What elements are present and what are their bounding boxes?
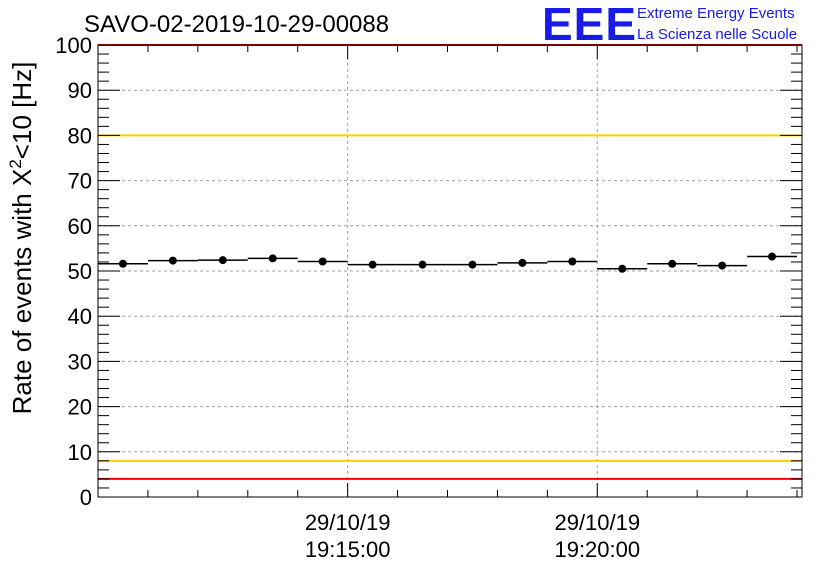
- data-point-marker: [318, 257, 327, 266]
- data-point: [597, 264, 648, 273]
- data-point-marker: [668, 259, 677, 268]
- eee-logo: EEE Extreme Energy Events La Scienza nel…: [542, 0, 797, 50]
- data-point-marker: [718, 261, 727, 270]
- data-point-marker: [518, 258, 527, 267]
- x-tick-label-date: 29/10/19: [554, 510, 640, 535]
- y-tick-label: 40: [68, 304, 92, 329]
- data-point: [747, 252, 798, 261]
- data-point: [347, 260, 398, 269]
- y-axis-title-superscript: 2: [6, 159, 25, 168]
- grid: [98, 45, 802, 497]
- y-tick-label: 30: [68, 349, 92, 374]
- x-tick-label-time: 19:20:00: [554, 537, 640, 562]
- y-tick-label: 20: [68, 395, 92, 420]
- data-point-marker: [218, 256, 227, 265]
- y-tick-label: 100: [55, 33, 92, 58]
- x-tick-label-date: 29/10/19: [305, 510, 391, 535]
- y-tick-label: 90: [68, 78, 92, 103]
- logo-mark: EEE: [542, 0, 637, 50]
- y-tick-label: 0: [80, 485, 92, 510]
- y-tick-label: 70: [68, 169, 92, 194]
- y-tick-label: 10: [68, 440, 92, 465]
- data-point-marker: [368, 260, 377, 269]
- plot-frame: [97, 44, 803, 498]
- reference-lines: [98, 44, 802, 480]
- y-tick-labels: 0 10 20 30 40 50 60 70 80 90 100: [55, 33, 92, 510]
- y-axis-title-prefix: Rate of events with X: [7, 169, 37, 415]
- data-point: [697, 261, 748, 270]
- data-point: [497, 258, 548, 267]
- data-point-marker: [418, 260, 427, 269]
- data-point-marker: [268, 254, 277, 263]
- axis-ticks: [98, 44, 802, 498]
- data-point: [447, 260, 498, 269]
- chart-title: SAVO-02-2019-10-29-00088: [84, 11, 389, 38]
- data-point-marker: [168, 256, 177, 265]
- data-point: [247, 254, 298, 263]
- y-axis-title-suffix: <10 [Hz]: [7, 62, 37, 160]
- data-point: [297, 257, 348, 266]
- data-point: [147, 256, 198, 265]
- data-point: [647, 259, 698, 268]
- data-series: [98, 252, 798, 273]
- data-point-marker: [618, 264, 627, 273]
- data-point: [98, 259, 148, 268]
- y-tick-label: 60: [68, 214, 92, 239]
- data-point-marker: [568, 257, 577, 266]
- y-axis-title: Rate of events with X2<10 [Hz]: [6, 62, 37, 415]
- data-point: [547, 257, 598, 266]
- data-point-marker: [768, 252, 777, 261]
- x-tick-label-time: 19:15:00: [305, 537, 391, 562]
- y-tick-label: 50: [68, 259, 92, 284]
- logo-line2: La Scienza nelle Scuole: [637, 26, 797, 43]
- data-point: [197, 256, 248, 265]
- data-point: [397, 260, 448, 269]
- data-point-marker: [118, 259, 127, 268]
- y-tick-label: 80: [68, 123, 92, 148]
- data-point-marker: [468, 260, 477, 269]
- logo-line1: Extreme Energy Events: [637, 5, 795, 22]
